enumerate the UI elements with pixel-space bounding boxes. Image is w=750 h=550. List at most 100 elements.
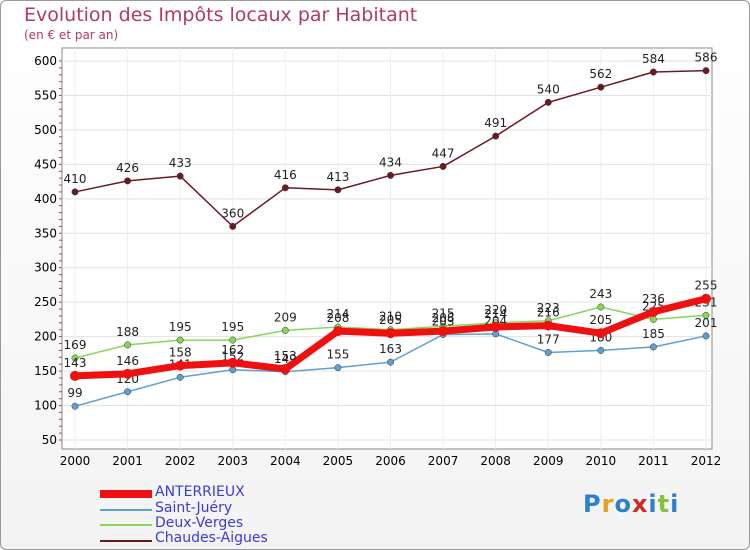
data-point bbox=[70, 370, 80, 381]
data-label: 205 bbox=[589, 313, 612, 327]
data-point bbox=[122, 368, 133, 379]
data-point bbox=[71, 188, 79, 196]
y-tick-label: 50 bbox=[42, 433, 57, 447]
data-label: 416 bbox=[274, 168, 297, 182]
legend-anterrieux: ANTERRIEUX bbox=[155, 484, 245, 500]
data-point bbox=[332, 326, 343, 337]
data-label: 155 bbox=[326, 348, 349, 362]
data-label: 243 bbox=[589, 287, 612, 301]
data-label: 209 bbox=[274, 310, 297, 324]
data-label: 360 bbox=[221, 206, 244, 220]
data-label: 491 bbox=[484, 116, 507, 130]
data-label: 153 bbox=[274, 349, 297, 363]
legend-chaudes-aigues: Chaudes-Aigues bbox=[155, 530, 268, 546]
data-label: 203 bbox=[432, 315, 455, 329]
data-label: 185 bbox=[642, 327, 665, 341]
data-point bbox=[597, 303, 605, 311]
x-tick-label: 2002 bbox=[165, 454, 196, 468]
x-tick-label: 2008 bbox=[480, 454, 511, 468]
data-label: 562 bbox=[589, 67, 612, 81]
y-tick-label: 150 bbox=[34, 364, 57, 378]
data-point bbox=[387, 358, 394, 366]
chart-title: Evolution des Impôts locaux par Habitant bbox=[24, 4, 418, 26]
data-label: 143 bbox=[64, 356, 87, 370]
x-tick-label: 2006 bbox=[375, 454, 406, 468]
data-point bbox=[649, 343, 657, 351]
data-label: 146 bbox=[116, 354, 139, 368]
data-point bbox=[124, 388, 132, 396]
data-label: 169 bbox=[64, 338, 87, 352]
data-label: 210 bbox=[379, 310, 402, 324]
data-point bbox=[280, 364, 291, 375]
y-tick-label: 600 bbox=[34, 54, 57, 68]
data-label: 195 bbox=[169, 320, 192, 334]
proxiti-logo: Proxiti bbox=[583, 490, 680, 518]
data-label: 99 bbox=[67, 386, 82, 400]
data-point bbox=[649, 315, 657, 323]
x-tick-label: 2010 bbox=[586, 454, 617, 468]
y-tick-label: 550 bbox=[34, 88, 57, 102]
data-label: 201 bbox=[695, 316, 718, 330]
data-point bbox=[439, 162, 447, 170]
data-point bbox=[281, 326, 289, 334]
data-point bbox=[597, 346, 605, 354]
data-label: 586 bbox=[695, 51, 718, 65]
data-point bbox=[492, 132, 500, 140]
data-point bbox=[334, 364, 342, 372]
data-point bbox=[71, 402, 79, 410]
data-label: 255 bbox=[695, 279, 718, 293]
legend-swatch-deux-verges bbox=[100, 524, 152, 526]
data-point bbox=[702, 311, 710, 319]
data-label: 215 bbox=[432, 306, 455, 320]
data-point bbox=[648, 306, 659, 317]
y-tick-label: 100 bbox=[34, 399, 57, 413]
data-label: 163 bbox=[379, 342, 402, 356]
x-tick-label: 2009 bbox=[533, 454, 564, 468]
data-point bbox=[387, 171, 394, 179]
legend-deux-verges: Deux-Verges bbox=[155, 515, 244, 531]
y-tick-label: 450 bbox=[34, 157, 57, 171]
legend-swatch-saint-juery bbox=[100, 509, 152, 511]
data-point bbox=[385, 328, 396, 339]
y-tick-label: 350 bbox=[34, 226, 57, 240]
data-label: 162 bbox=[221, 343, 244, 357]
data-label: 208 bbox=[432, 311, 455, 325]
x-tick-label: 2011 bbox=[638, 454, 669, 468]
data-point bbox=[543, 320, 554, 331]
data-label: 223 bbox=[537, 301, 560, 315]
data-point bbox=[227, 357, 238, 368]
y-tick-label: 300 bbox=[34, 261, 57, 275]
data-label: 433 bbox=[169, 156, 192, 170]
data-point bbox=[595, 328, 606, 339]
data-label: 584 bbox=[642, 52, 665, 66]
data-label: 177 bbox=[537, 332, 560, 346]
data-point bbox=[701, 293, 711, 304]
y-tick-label: 400 bbox=[34, 192, 57, 206]
data-point bbox=[176, 373, 184, 381]
legend-swatch-chaudes-aigues bbox=[100, 540, 152, 542]
data-label: 208 bbox=[326, 311, 349, 325]
data-point bbox=[229, 336, 237, 344]
data-label: 216 bbox=[537, 306, 560, 320]
x-tick-label: 2001 bbox=[112, 454, 143, 468]
x-tick-label: 2004 bbox=[270, 454, 301, 468]
x-tick-label: 2007 bbox=[428, 454, 459, 468]
y-tick-label: 250 bbox=[34, 295, 57, 309]
data-point bbox=[702, 67, 710, 75]
x-tick-label: 2005 bbox=[323, 454, 354, 468]
data-label: 540 bbox=[537, 82, 560, 96]
data-point bbox=[438, 326, 449, 337]
data-point bbox=[124, 177, 132, 185]
data-point bbox=[490, 321, 501, 332]
data-point bbox=[124, 341, 132, 349]
data-label: 447 bbox=[432, 146, 455, 160]
data-label: 413 bbox=[326, 170, 349, 184]
data-point bbox=[229, 222, 237, 230]
x-tick-label: 2000 bbox=[60, 454, 91, 468]
y-tick-label: 200 bbox=[34, 330, 57, 344]
data-point bbox=[176, 172, 184, 180]
x-tick-label: 2012 bbox=[691, 454, 722, 468]
legend-saint-juery: Saint-Juéry bbox=[155, 500, 233, 516]
data-label: 214 bbox=[326, 307, 349, 321]
